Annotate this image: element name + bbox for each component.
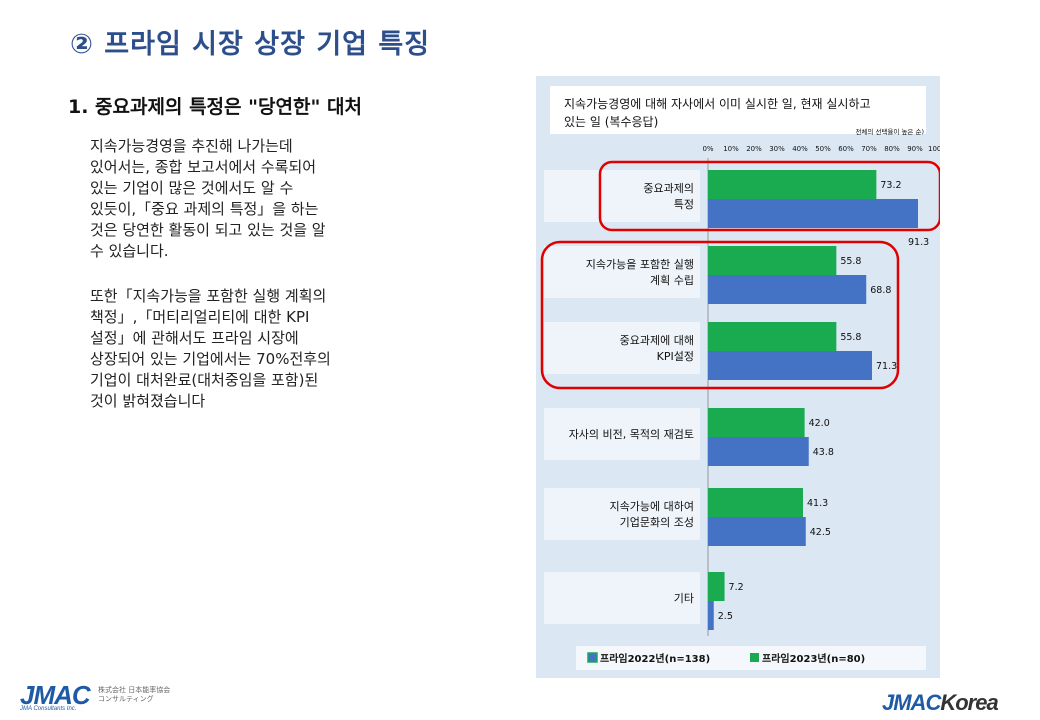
category-label-box xyxy=(544,246,700,298)
jmac-logo-subtitle: JMA Consultants Inc. xyxy=(20,706,77,712)
jmac-korea-logo: JMACKorea xyxy=(882,690,999,716)
bar-2022 xyxy=(708,517,806,546)
x-tick-label: 30% xyxy=(769,145,785,153)
category-label-box xyxy=(544,488,700,540)
bar-2022 xyxy=(708,351,872,380)
category-label: 자사의 비전, 목적의 재검토 xyxy=(569,428,694,441)
chart-subtitle: 전체의 선택율이 높은 순) xyxy=(855,127,924,136)
x-tick-label: 80% xyxy=(884,145,900,153)
x-tick-label: 50% xyxy=(815,145,831,153)
body-paragraph-1: 지속가능경영을 추진해 나가는데 있어서는, 종합 보고서에서 수록되어 있는 … xyxy=(90,137,326,260)
data-label-2022: 91.3 xyxy=(908,237,929,248)
data-label-2023: 55.8 xyxy=(840,256,861,267)
data-label-2023: 41.3 xyxy=(807,498,828,509)
category-label: 지속가능에 대하여 xyxy=(610,499,694,513)
category-label: 중요과제에 대해 xyxy=(620,333,694,347)
highlight-outline-middle xyxy=(540,240,900,390)
bar-2023 xyxy=(708,322,837,351)
data-label-2022: 2.5 xyxy=(718,611,733,622)
category-label-box xyxy=(544,572,700,624)
x-tick-label: 70% xyxy=(861,145,877,153)
x-tick-label: 10% xyxy=(723,145,739,153)
category-label: 기타 xyxy=(674,592,694,605)
category-label: 기업문화의 조성 xyxy=(620,516,694,529)
legend-label-2023: 프라임2023년(n=80) xyxy=(762,652,865,665)
body-paragraph-2: 또한「지속가능을 포함한 실행 계획의 책정」,「머티리얼리티에 대한 KPI … xyxy=(90,287,331,410)
category-label-box xyxy=(544,322,700,374)
legend-label-2022: 프라임2022년(n=138) xyxy=(600,652,710,665)
category-label: 중요과제의 xyxy=(643,182,694,195)
slide-title: ② 프라임 시장 상장 기업 특징 xyxy=(70,29,431,60)
jmac-logo: JMAC JMA Consultants Inc. 株式会社 日本能率協会 コン… xyxy=(20,680,220,714)
x-tick-label: 20% xyxy=(746,145,762,153)
category-label: 계획 수립 xyxy=(650,274,694,287)
chart-title-box xyxy=(550,86,926,134)
category-label-box xyxy=(544,170,700,222)
jmac-korea-logo-mark: JMAC xyxy=(882,690,941,715)
highlight-outline-top xyxy=(598,160,940,232)
data-label-2022: 42.5 xyxy=(810,527,831,538)
data-label-2023: 55.8 xyxy=(840,332,861,343)
bar-2023 xyxy=(708,408,805,437)
data-label-2022: 71.3 xyxy=(876,361,897,372)
data-label-2023: 7.2 xyxy=(729,582,744,593)
jmac-logo-company-name: 株式会社 日本能率協会 コンサルティング xyxy=(98,686,171,703)
category-label-box xyxy=(544,408,700,460)
category-label: 지속가능을 포함한 실행 xyxy=(586,258,694,271)
data-label-2023: 42.0 xyxy=(809,418,830,429)
bar-2023 xyxy=(708,572,725,601)
chart-title-line: 있는 일 (복수응답) xyxy=(564,115,658,129)
category-label: KPI설정 xyxy=(657,350,694,363)
x-tick-label: 0% xyxy=(702,145,713,153)
bar-2023 xyxy=(708,246,837,275)
legend-swatch-2022 xyxy=(587,652,598,663)
jmac-logo-mark: JMAC xyxy=(20,680,91,710)
bar-2023 xyxy=(708,170,877,199)
bar-2023 xyxy=(708,488,803,517)
category-label: 특정 xyxy=(674,198,694,211)
x-tick-label: 60% xyxy=(838,145,854,153)
bar-2022 xyxy=(708,437,809,466)
bar-2022 xyxy=(708,601,714,630)
x-tick-label: 40% xyxy=(792,145,808,153)
data-label-2023: 73.2 xyxy=(880,180,901,191)
x-tick-label: 100% xyxy=(928,145,940,153)
bar-2022 xyxy=(708,275,867,304)
chart-title-line: 지속가능경영에 대해 자사에서 이미 실시한 일, 현재 실시하고 xyxy=(564,97,871,111)
bar-2022 xyxy=(708,199,918,228)
section-heading: 1. 중요과제의 특정은 "당연한" 대처 xyxy=(68,96,362,118)
data-label-2022: 43.8 xyxy=(813,447,834,458)
data-label-2022: 68.8 xyxy=(870,285,891,296)
jmac-korea-logo-suffix: Korea xyxy=(940,690,998,715)
x-tick-label: 90% xyxy=(907,145,923,153)
legend-swatch-2023 xyxy=(750,653,759,662)
